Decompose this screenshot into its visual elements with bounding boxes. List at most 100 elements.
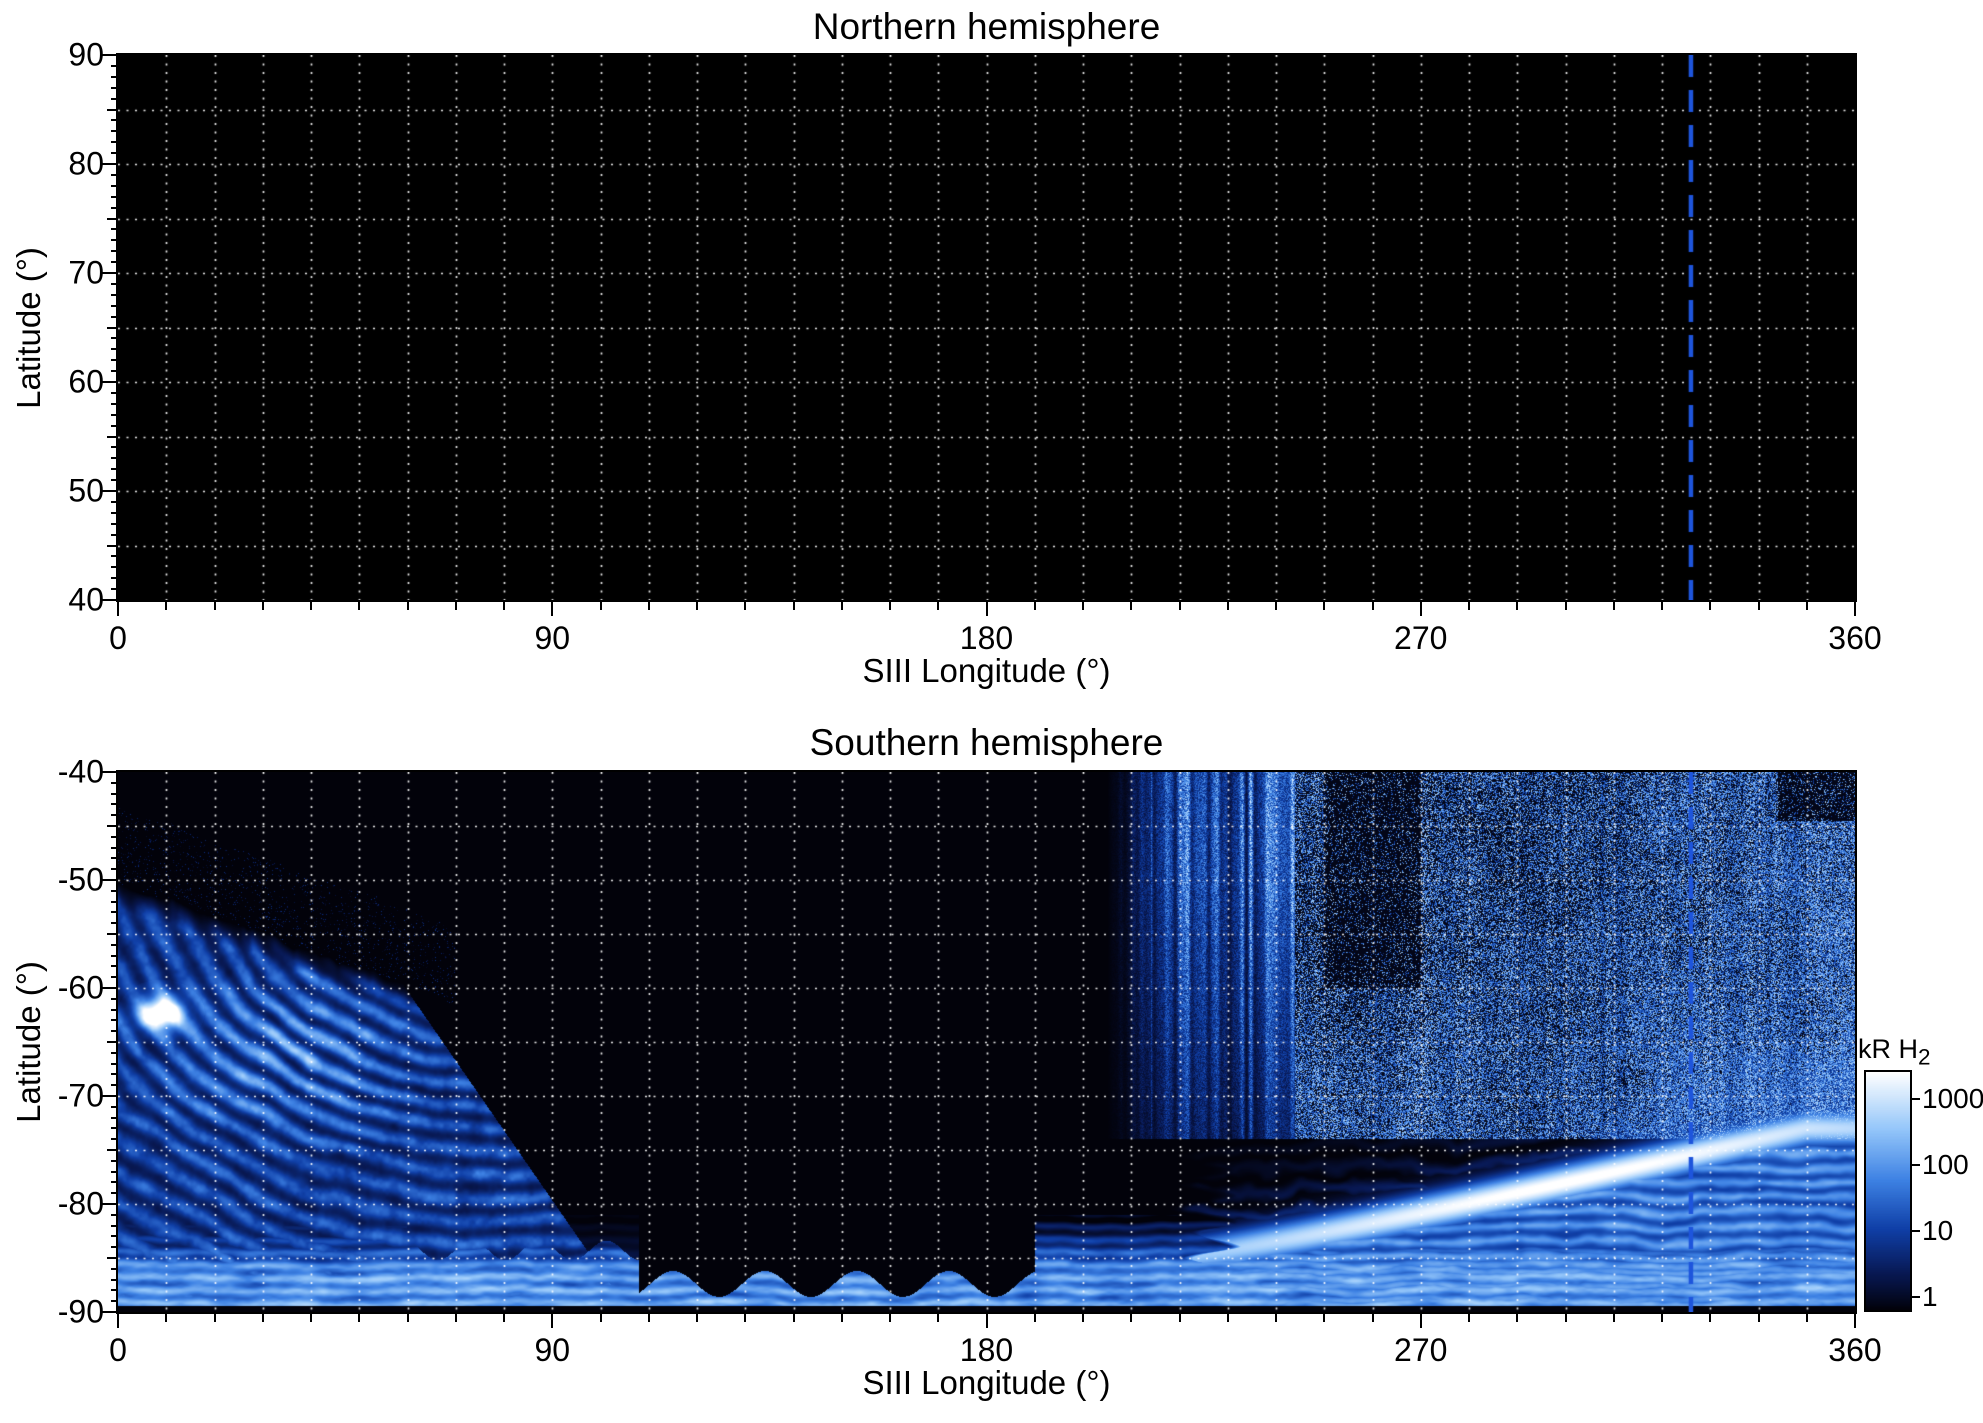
y-tick-label: -60 — [57, 969, 104, 1006]
x-major-tick — [1854, 1314, 1856, 1328]
x-minor-tick — [1130, 1314, 1133, 1322]
x-minor-tick — [213, 602, 216, 610]
y-minor-tick — [111, 911, 116, 914]
y-major-tick — [102, 54, 116, 56]
y-minor-tick — [111, 370, 116, 373]
x-tick-label: 180 — [959, 1332, 1014, 1368]
y-major-tick — [102, 272, 116, 274]
colorbar-tick — [1912, 1163, 1920, 1166]
x-minor-tick — [1178, 602, 1181, 610]
y-minor-tick — [111, 511, 116, 514]
x-minor-tick — [1323, 1314, 1326, 1322]
y-minor-tick — [111, 315, 116, 318]
x-minor-tick — [1612, 1314, 1615, 1322]
y-minor-tick — [111, 239, 116, 242]
x-minor-tick — [1082, 1314, 1084, 1322]
y-minor-tick — [111, 1084, 116, 1087]
south-x-axis-label: SIII Longitude (°) — [862, 1364, 1111, 1401]
y-minor-tick — [107, 108, 116, 111]
y-minor-tick — [111, 1127, 116, 1130]
y-minor-tick — [111, 954, 116, 957]
y-minor-tick — [111, 1138, 116, 1141]
y-tick-label: 40 — [68, 581, 104, 618]
colorbar-label: kR H2 — [1858, 1034, 1931, 1070]
x-tick-label: 90 — [534, 620, 571, 656]
x-minor-tick — [1033, 602, 1036, 610]
x-minor-tick — [1757, 602, 1760, 610]
x-minor-tick — [1612, 602, 1615, 610]
x-minor-tick — [1033, 1314, 1036, 1322]
y-minor-tick — [111, 1224, 116, 1227]
y-minor-tick — [111, 64, 116, 67]
y-minor-tick — [111, 1116, 116, 1119]
x-tick-label: 0 — [109, 620, 127, 656]
y-minor-tick — [111, 792, 116, 795]
colorbar-tick-label: 1 — [1922, 1280, 1938, 1312]
x-minor-tick — [1226, 602, 1229, 610]
y-tick-label: -80 — [57, 1185, 104, 1222]
y-major-tick — [102, 1203, 116, 1205]
y-minor-tick — [111, 152, 116, 155]
x-minor-tick — [1468, 1314, 1470, 1322]
y-minor-tick — [111, 282, 116, 285]
colorbar-tick-label: 1000 — [1922, 1083, 1983, 1115]
x-major-tick — [985, 1314, 988, 1328]
x-minor-tick — [1516, 1314, 1519, 1322]
y-minor-tick — [111, 1170, 116, 1173]
y-minor-tick — [107, 544, 116, 547]
y-major-tick — [102, 163, 116, 165]
x-major-tick — [117, 1314, 119, 1328]
y-minor-tick — [111, 814, 116, 817]
y-minor-tick — [111, 1008, 116, 1011]
x-tick-label: 360 — [1828, 1332, 1882, 1368]
y-minor-tick — [111, 141, 116, 144]
y-minor-tick — [111, 468, 116, 471]
x-tick-label: 0 — [109, 1332, 127, 1368]
y-minor-tick — [111, 835, 116, 838]
y-minor-tick — [111, 997, 116, 1000]
colorbar-tick — [1912, 1295, 1920, 1298]
y-minor-tick — [111, 1105, 116, 1108]
x-minor-tick — [792, 1314, 795, 1322]
y-minor-tick — [107, 1041, 116, 1043]
x-minor-tick — [889, 602, 891, 610]
x-minor-tick — [1275, 1314, 1277, 1322]
x-minor-tick — [1082, 602, 1084, 610]
x-minor-tick — [165, 602, 168, 610]
y-minor-tick — [111, 1062, 116, 1065]
y-minor-tick — [111, 97, 116, 100]
y-minor-tick — [107, 825, 116, 827]
x-minor-tick — [165, 1314, 168, 1322]
y-major-tick — [102, 490, 116, 492]
x-minor-tick — [744, 1314, 747, 1322]
y-minor-tick — [111, 446, 116, 449]
y-major-tick — [102, 599, 116, 601]
y-minor-tick — [107, 326, 116, 329]
x-minor-tick — [599, 1314, 602, 1322]
x-minor-tick — [1468, 602, 1470, 610]
y-minor-tick — [111, 1159, 116, 1162]
x-minor-tick — [599, 602, 602, 610]
y-major-tick — [102, 879, 116, 881]
y-minor-tick — [111, 1278, 116, 1281]
y-minor-tick — [111, 889, 116, 892]
y-minor-tick — [111, 1051, 116, 1054]
x-major-tick — [551, 1314, 554, 1328]
x-minor-tick — [647, 602, 650, 610]
y-minor-tick — [111, 261, 116, 264]
y-minor-tick — [111, 1300, 116, 1303]
y-minor-tick — [111, 75, 116, 78]
y-tick-label: -70 — [57, 1077, 104, 1114]
colorbar-label-text: kR H — [1858, 1034, 1918, 1064]
x-minor-tick — [358, 602, 361, 610]
colorbar-label-subscript: 2 — [1918, 1044, 1931, 1070]
colorbar-gradient — [1864, 1070, 1912, 1312]
y-minor-tick — [107, 435, 116, 438]
y-tick-label: -90 — [57, 1293, 104, 1330]
y-major-tick — [102, 381, 116, 383]
x-minor-tick — [1516, 602, 1519, 610]
x-minor-tick — [1371, 1314, 1374, 1322]
y-minor-tick — [111, 206, 116, 209]
x-minor-tick — [454, 1314, 457, 1322]
